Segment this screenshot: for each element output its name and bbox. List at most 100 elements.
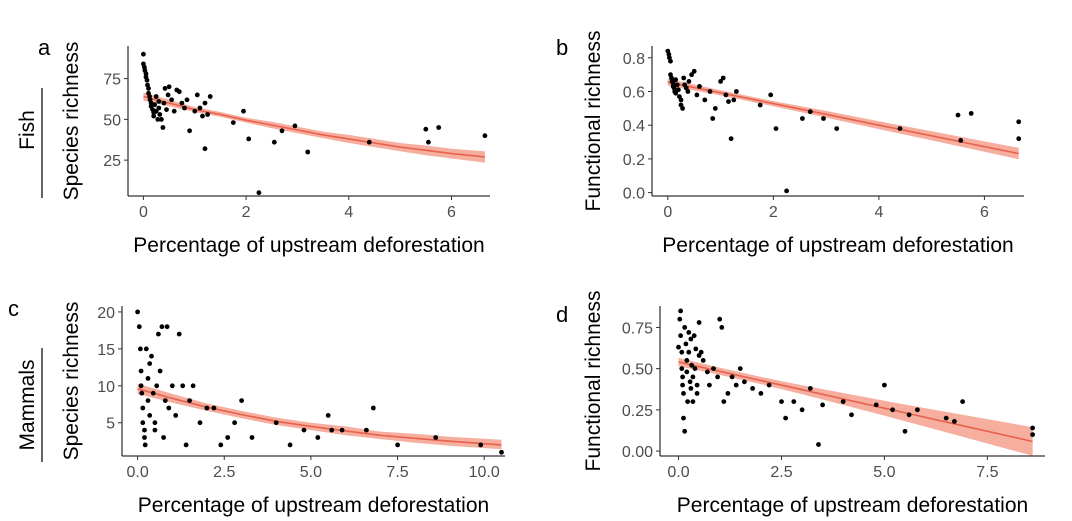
data-point-c-40 bbox=[232, 420, 238, 426]
data-point-c-21 bbox=[156, 331, 161, 337]
y-tick-label-c-2: 15 bbox=[97, 342, 115, 359]
data-point-d-24 bbox=[691, 333, 697, 339]
data-point-d-53 bbox=[816, 442, 821, 447]
data-point-c-29 bbox=[173, 413, 179, 418]
data-point-c-48 bbox=[329, 427, 335, 433]
data-point-c-43 bbox=[273, 420, 279, 426]
data-point-a-59 bbox=[482, 133, 488, 139]
panel-letter-d: d bbox=[556, 302, 568, 327]
data-point-b-36 bbox=[728, 136, 734, 142]
data-point-d-35 bbox=[711, 366, 716, 371]
y-tick-label-a-1: 50 bbox=[103, 112, 121, 129]
fit-line-a bbox=[143, 95, 485, 158]
data-point-c-19 bbox=[152, 427, 158, 433]
data-point-d-18 bbox=[687, 379, 693, 385]
data-point-d-31 bbox=[698, 349, 704, 355]
data-point-c-33 bbox=[187, 398, 193, 403]
data-point-b-39 bbox=[757, 102, 763, 108]
data-point-a-53 bbox=[292, 123, 298, 129]
data-point-c-8 bbox=[142, 427, 147, 433]
data-point-c-6 bbox=[140, 405, 146, 411]
y-tick-label-a-0: 25 bbox=[103, 153, 121, 170]
data-point-a-26 bbox=[161, 100, 167, 106]
data-point-b-45 bbox=[821, 116, 826, 121]
data-point-b-46 bbox=[834, 126, 840, 131]
x-tick-label-c-4: 10.0 bbox=[469, 464, 500, 481]
data-point-c-35 bbox=[197, 420, 203, 426]
data-point-d-12 bbox=[683, 341, 689, 347]
y-axis-title-b: Functional richness bbox=[582, 31, 605, 212]
data-point-a-39 bbox=[192, 108, 198, 114]
data-point-d-61 bbox=[906, 412, 912, 418]
data-point-d-36 bbox=[715, 374, 720, 380]
data-point-b-11 bbox=[673, 77, 679, 83]
x-axis-title-d: Percentage of upstream deforestation bbox=[677, 494, 1028, 517]
data-point-c-55 bbox=[499, 449, 504, 455]
data-point-d-22 bbox=[690, 374, 696, 380]
data-point-b-23 bbox=[686, 79, 692, 84]
x-tick-label-c-0: 0.0 bbox=[126, 464, 148, 481]
data-point-d-47 bbox=[766, 382, 772, 388]
data-point-b-29 bbox=[707, 89, 713, 94]
data-point-a-30 bbox=[166, 84, 172, 90]
data-point-d-41 bbox=[729, 374, 735, 380]
y-tick-label-b-1: 0.2 bbox=[623, 152, 645, 169]
data-point-d-59 bbox=[890, 407, 895, 413]
data-point-b-3 bbox=[668, 58, 673, 64]
data-point-c-0 bbox=[135, 309, 141, 315]
data-point-b-12 bbox=[673, 90, 679, 96]
panel-letter-b: b bbox=[556, 35, 568, 60]
data-point-a-46 bbox=[207, 94, 213, 99]
data-point-c-25 bbox=[162, 398, 168, 403]
data-point-c-32 bbox=[183, 442, 189, 448]
y-tick-label-b-0: 0.0 bbox=[623, 186, 645, 203]
y-tick-label-b-4: 0.8 bbox=[623, 51, 645, 68]
data-point-c-49 bbox=[339, 427, 345, 433]
data-point-d-56 bbox=[849, 412, 854, 418]
data-point-a-23 bbox=[157, 112, 163, 117]
data-point-a-22 bbox=[156, 105, 162, 111]
y-tick-label-d-2: 0.50 bbox=[622, 362, 653, 379]
data-point-d-64 bbox=[952, 419, 957, 424]
data-point-c-46 bbox=[315, 435, 321, 440]
data-point-a-45 bbox=[205, 112, 211, 117]
data-point-c-4 bbox=[138, 383, 144, 389]
data-point-c-52 bbox=[395, 442, 400, 448]
data-point-a-51 bbox=[271, 139, 277, 145]
data-point-c-11 bbox=[143, 346, 149, 352]
data-point-a-18 bbox=[153, 94, 159, 99]
data-point-d-30 bbox=[696, 320, 702, 325]
data-point-c-24 bbox=[161, 435, 167, 440]
data-point-d-34 bbox=[707, 382, 712, 388]
data-point-c-34 bbox=[190, 383, 196, 389]
data-point-d-51 bbox=[799, 407, 805, 413]
data-point-d-54 bbox=[820, 402, 825, 408]
data-point-d-46 bbox=[758, 391, 764, 396]
data-point-d-62 bbox=[915, 407, 920, 413]
data-point-a-6 bbox=[144, 77, 150, 83]
data-point-b-43 bbox=[800, 116, 805, 121]
data-point-c-54 bbox=[478, 442, 484, 448]
data-point-b-14 bbox=[676, 87, 681, 93]
data-point-b-26 bbox=[694, 92, 700, 98]
data-point-d-4 bbox=[679, 349, 685, 355]
data-point-c-9 bbox=[142, 435, 147, 440]
data-point-d-66 bbox=[1030, 425, 1035, 431]
data-point-a-28 bbox=[164, 107, 169, 112]
data-point-b-37 bbox=[731, 97, 737, 103]
data-point-b-22 bbox=[685, 89, 691, 94]
data-point-d-58 bbox=[882, 382, 887, 388]
data-point-c-47 bbox=[325, 413, 331, 418]
data-point-d-19 bbox=[688, 386, 694, 391]
data-point-c-1 bbox=[136, 324, 142, 330]
x-tick-label-a-3: 6 bbox=[447, 204, 456, 221]
data-point-c-23 bbox=[159, 324, 165, 330]
data-point-c-27 bbox=[166, 405, 172, 411]
data-point-a-21 bbox=[156, 99, 162, 104]
row-label-mammals-text: Mammals bbox=[16, 359, 39, 450]
data-point-d-13 bbox=[684, 358, 690, 363]
chart-panel-b: b 0.0 0.2 0.4 0.6 0.8 0 2 4 6 Percentage of upstre… bbox=[556, 31, 1024, 257]
x-tick-label-d-0: 0.0 bbox=[667, 464, 689, 481]
data-point-b-50 bbox=[968, 111, 974, 116]
